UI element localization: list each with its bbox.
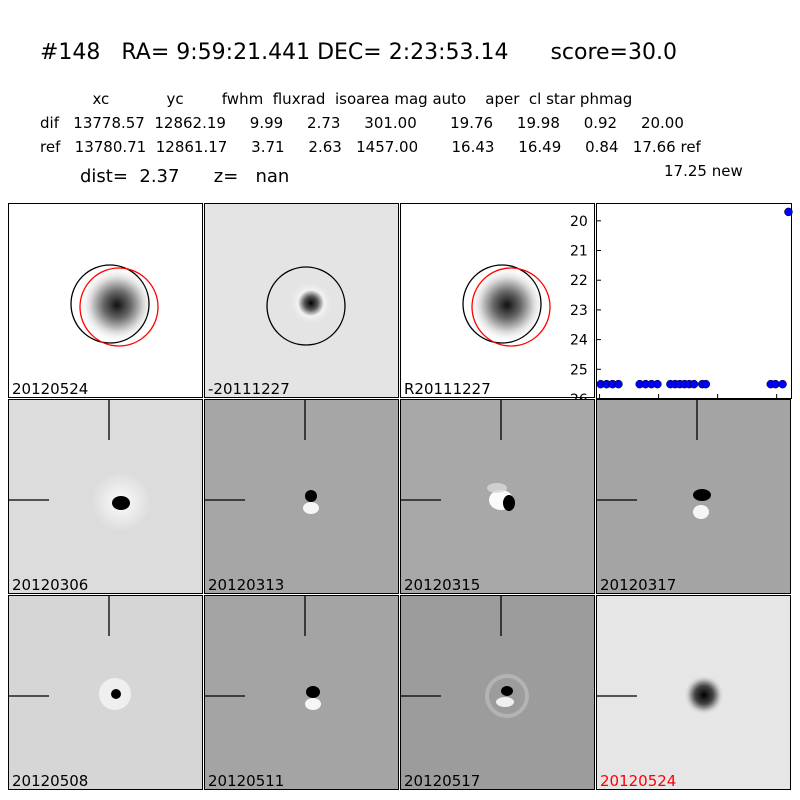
- panel-label: 20120317: [600, 576, 677, 594]
- column-headers: xc yc fwhm fluxrad isoarea mag auto aper…: [40, 90, 633, 108]
- y-tick-label: 22: [570, 273, 588, 289]
- black-circle: [462, 264, 542, 344]
- stamp-image: [205, 400, 319, 514]
- new-mag: 17.25 new: [664, 162, 743, 180]
- y-tick-label: 20: [570, 214, 588, 230]
- panel-label: 20120524: [12, 380, 89, 398]
- image-panel: 20120317: [596, 399, 791, 594]
- image-panel: R20111227: [400, 203, 595, 398]
- data-point: [614, 379, 623, 389]
- data-point: [784, 207, 793, 217]
- image-panel: 20120511: [204, 595, 399, 790]
- stamp-image: [401, 400, 515, 511]
- image-panel: 20120524: [596, 595, 791, 790]
- data-point: [771, 379, 780, 389]
- panel-label: 20120508: [12, 772, 89, 790]
- dist-line: dist= 2.37 z= nan: [80, 166, 290, 187]
- panel-label: -20111227: [208, 380, 290, 398]
- stamp-image: [462, 264, 551, 347]
- data-point: [653, 379, 662, 389]
- stamp-image: [9, 596, 131, 710]
- data-point: [701, 379, 711, 389]
- panel-label: 20120306: [12, 576, 89, 594]
- stamp-image: [9, 400, 151, 532]
- black-circle: [266, 266, 346, 346]
- stamp-image: [597, 675, 724, 715]
- panel-label: R20111227: [404, 380, 491, 398]
- image-panel: 20120517: [400, 595, 595, 790]
- light-curve-plot: 20212223242526050100150: [570, 203, 793, 419]
- page-title: #148 RA= 9:59:21.441 DEC= 2:23:53.14 sco…: [40, 40, 677, 65]
- image-panel: -20111227: [204, 203, 399, 398]
- y-tick-label: 25: [570, 362, 588, 378]
- panel-label: 20120313: [208, 576, 285, 594]
- stamp-image: [70, 264, 159, 347]
- stamp-image: [205, 596, 321, 710]
- image-panel: 20120524: [8, 203, 203, 398]
- y-tick-label: 24: [570, 333, 588, 349]
- image-panel: 20120306: [8, 399, 203, 594]
- panel-label: 20120517: [404, 772, 481, 790]
- stamp-image: [401, 596, 529, 718]
- panel-label: 20120524: [600, 772, 677, 790]
- black-circle: [70, 264, 150, 344]
- dif-row: dif 13778.57 12862.19 9.99 2.73 301.00 1…: [40, 114, 684, 132]
- red-circle: [79, 267, 159, 347]
- image-panel: 20120313: [204, 399, 399, 594]
- red-circle: [471, 267, 551, 347]
- image-panel: 20120315: [400, 399, 595, 594]
- y-tick-label: 23: [570, 303, 588, 319]
- data-point: [778, 379, 787, 389]
- data-point: [689, 379, 699, 389]
- panel-label: 20120315: [404, 576, 481, 594]
- image-panel: 20120508: [8, 595, 203, 790]
- y-tick-label: 21: [570, 244, 588, 260]
- stamp-image: [597, 400, 711, 519]
- light-curve-chart: 20212223242526050100150: [570, 203, 793, 419]
- ref-row: ref 13780.71 12861.17 3.71 2.63 1457.00 …: [40, 138, 701, 156]
- stamp-image: [266, 266, 346, 346]
- panel-label: 20120511: [208, 772, 285, 790]
- plot-frame: [596, 203, 792, 399]
